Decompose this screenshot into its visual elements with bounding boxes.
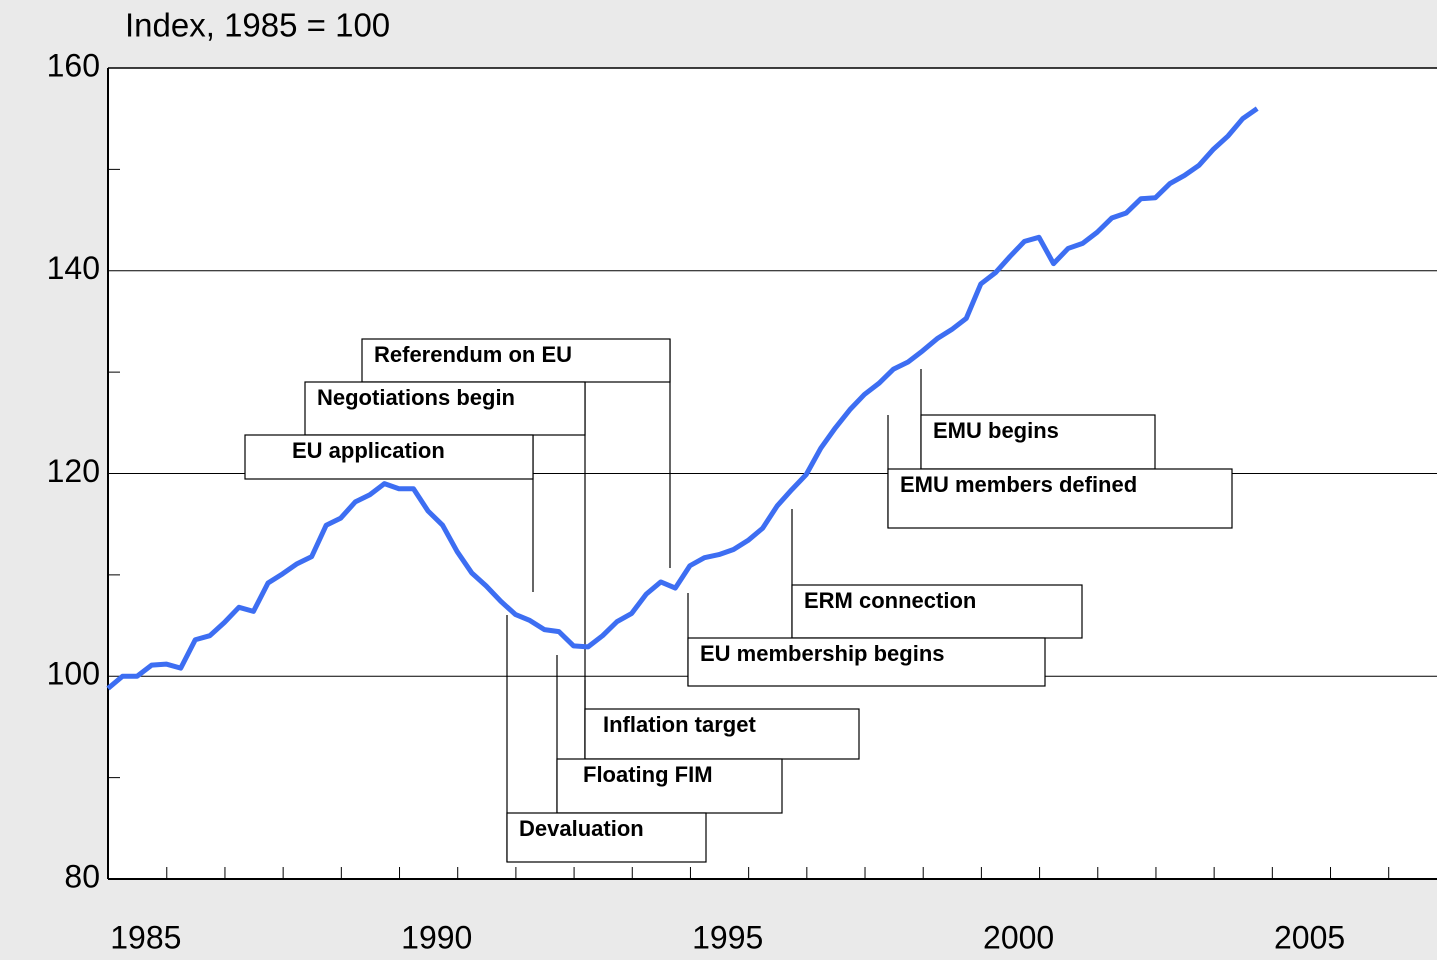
annotation-label: Negotiations begin — [317, 385, 515, 410]
annotation-box — [687, 637, 1046, 687]
annotation-box — [506, 812, 707, 863]
x-tick-label: 2000 — [983, 919, 1054, 955]
annotation-label: EMU members defined — [900, 472, 1137, 497]
annotation-label: ERM connection — [804, 588, 976, 613]
annotation-label: EU membership begins — [700, 641, 945, 666]
annotation-box — [887, 468, 1233, 529]
x-tick-label: 2005 — [1274, 919, 1345, 955]
data-line — [106, 106, 1259, 691]
annotation-label: Referendum on EU — [374, 342, 572, 367]
annotation-box — [791, 584, 1083, 639]
annotation-box — [556, 758, 783, 814]
annotation-label: Floating FIM — [583, 762, 713, 787]
y-tick-label: 120 — [47, 453, 100, 489]
annotation-box — [244, 434, 534, 480]
annotation-label: EU application — [292, 438, 445, 463]
x-tick-label: 1990 — [401, 919, 472, 955]
y-tick-label: 80 — [64, 858, 100, 894]
annotation-label: EMU begins — [933, 418, 1059, 443]
annotation-box — [920, 414, 1156, 470]
annotation-label: Devaluation — [519, 816, 644, 841]
x-tick-label: 1985 — [110, 919, 181, 955]
annotation-box — [584, 708, 860, 760]
annotation-box — [361, 338, 671, 383]
y-tick-label: 140 — [47, 250, 100, 286]
x-tick-label: 1995 — [692, 919, 763, 955]
annotation-label: Inflation target — [603, 712, 756, 737]
y-axis-label: Index, 1985 = 100 — [125, 7, 390, 44]
y-tick-label: 100 — [47, 656, 100, 692]
y-tick-label: 160 — [47, 47, 100, 83]
